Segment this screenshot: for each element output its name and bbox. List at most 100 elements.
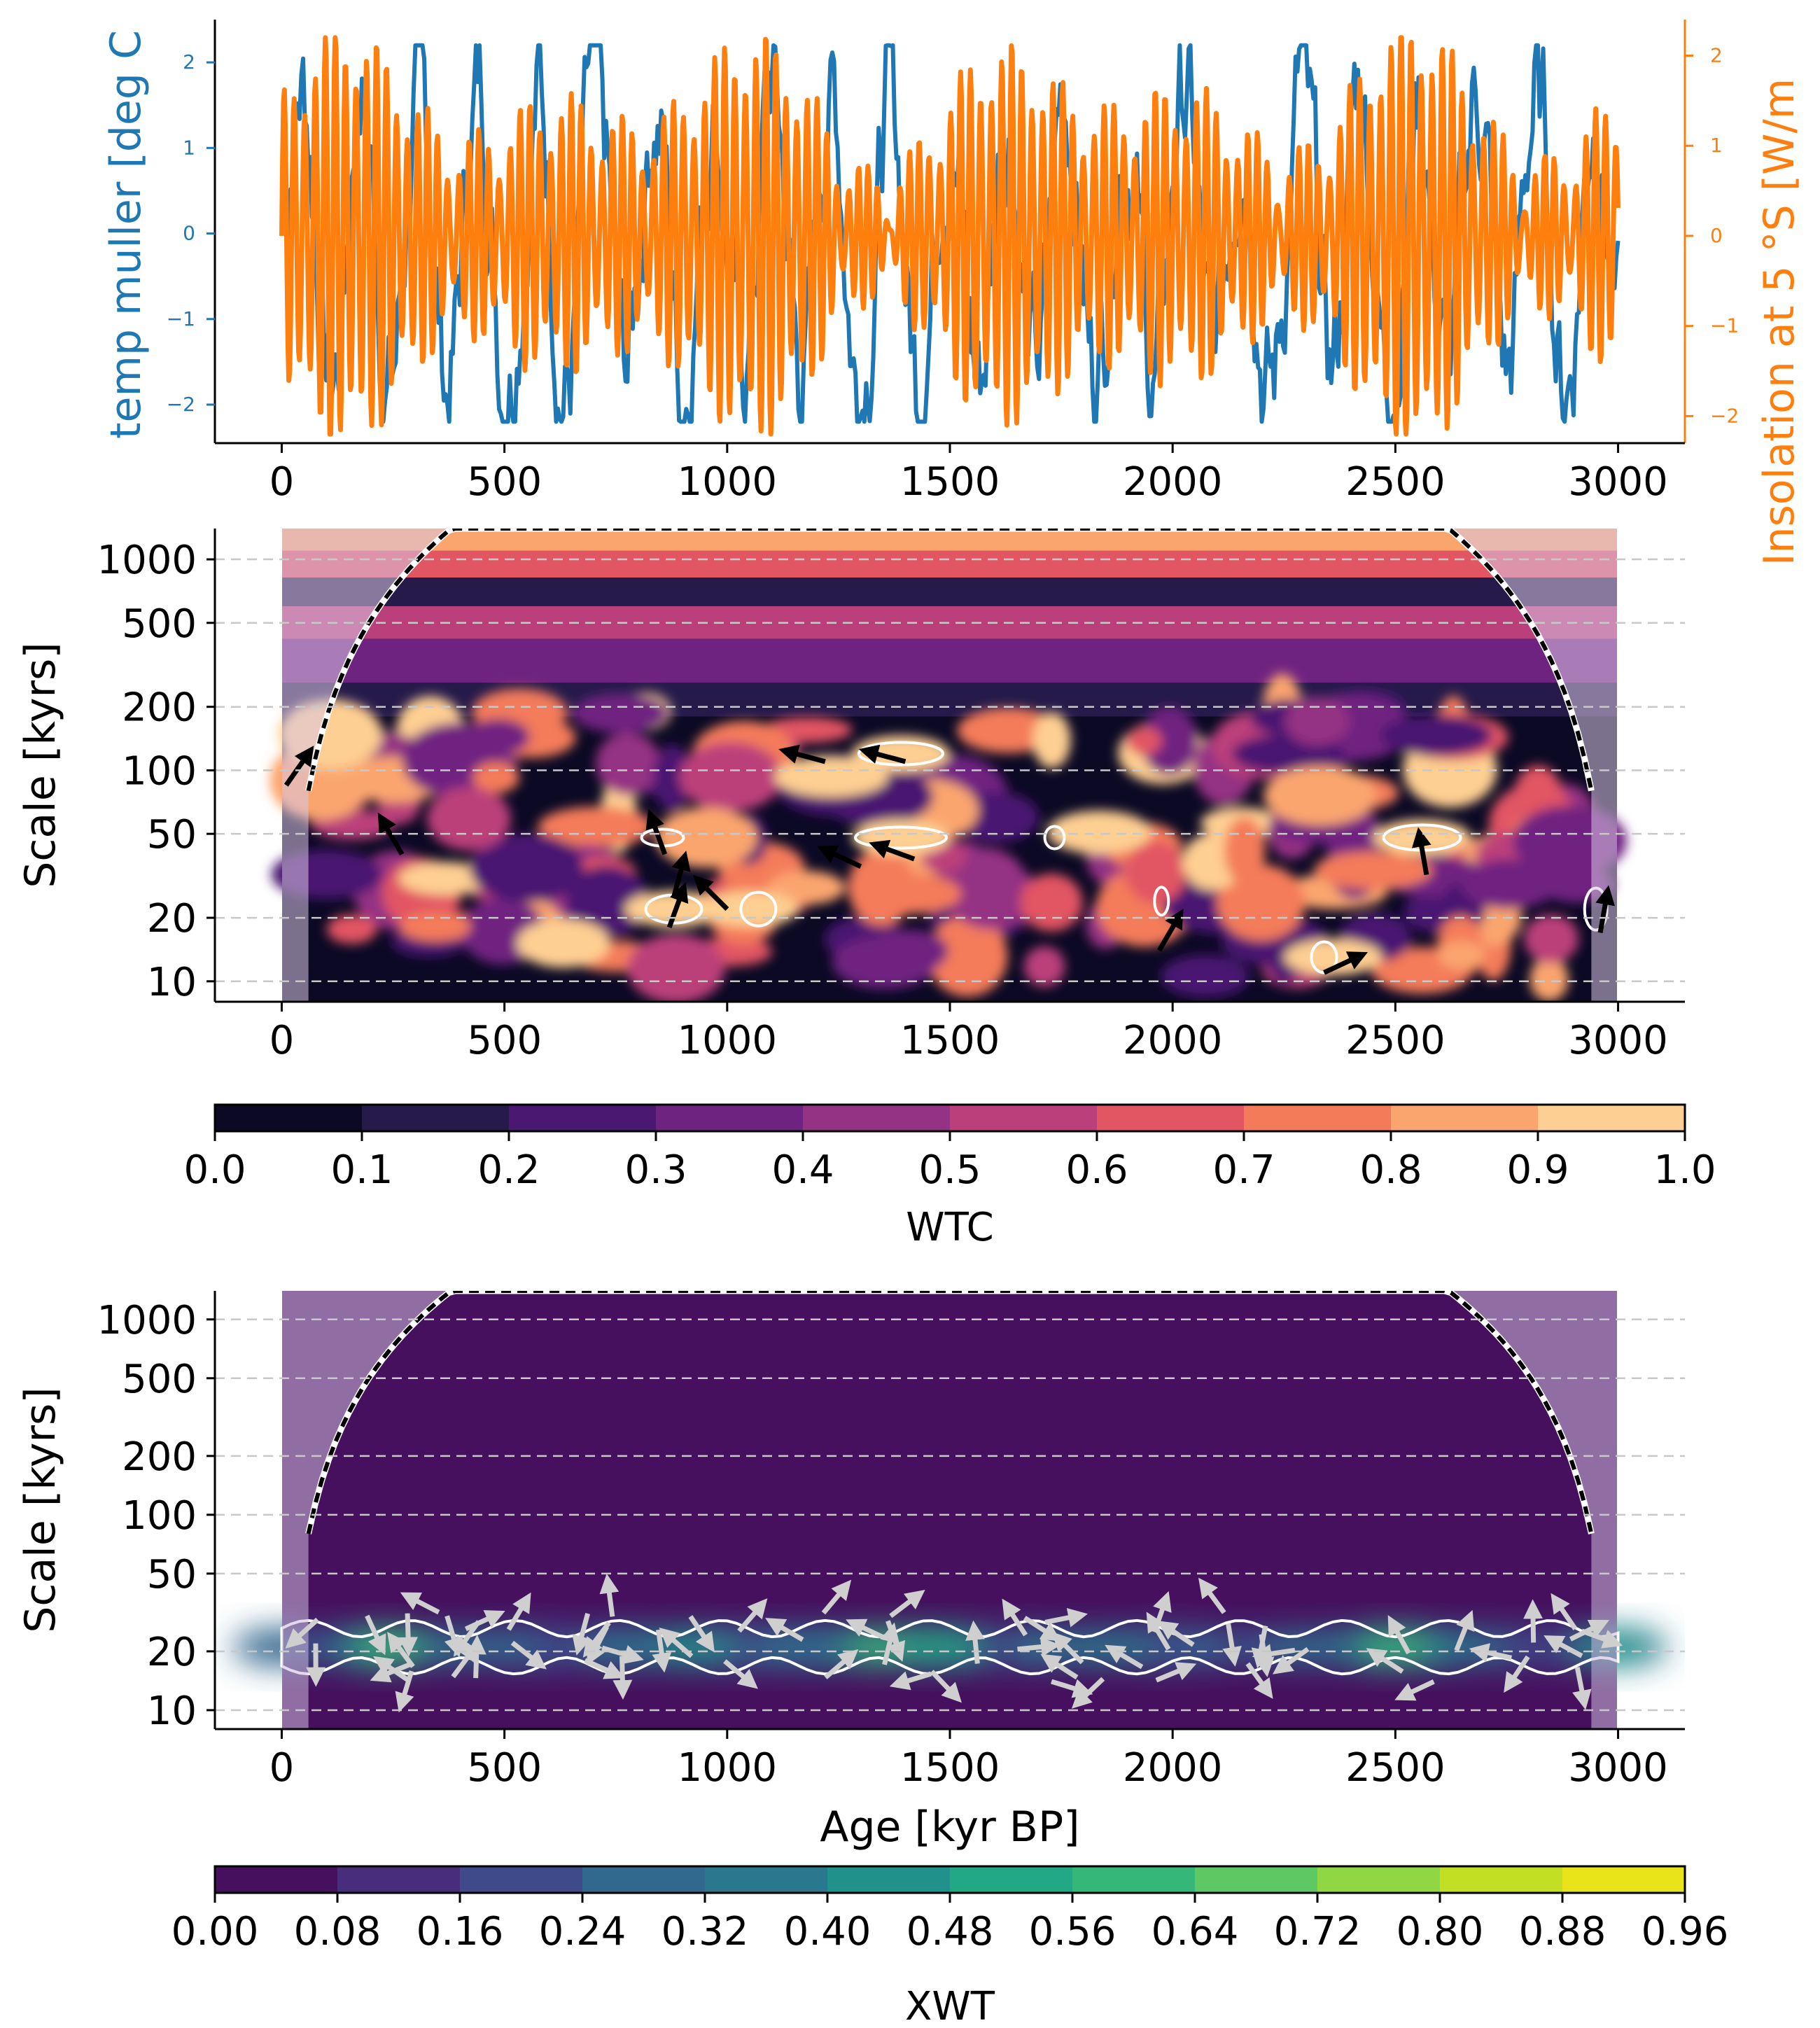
phase-arrow [1251, 1625, 1271, 1669]
colorbar-tick-label: 0.5 [918, 1147, 981, 1193]
right-y-axis-label: Insolation at 5 °S [W/m [1755, 78, 1804, 566]
wtc-patch [1224, 816, 1266, 885]
wtc-patch [469, 833, 584, 902]
wtc-patch [1125, 841, 1186, 904]
phase-arrow [1412, 827, 1432, 876]
phase-arrow [1157, 1621, 1195, 1647]
colorbar-segment [656, 1105, 804, 1131]
colorbar-segment [827, 1866, 951, 1893]
colorbar-tick-label: 0.0 [183, 1147, 246, 1193]
colorbar-tick-label: 0.9 [1506, 1147, 1569, 1193]
phase-arrow [737, 1598, 768, 1633]
y-tick-label: 10 [147, 960, 197, 1005]
phase-arrow [1105, 1644, 1144, 1670]
phase-arrow [1051, 1679, 1093, 1698]
middle-y-axis-label: Scale [kyrs] [16, 642, 65, 888]
phase-arrow [821, 1579, 852, 1615]
wtc-patch [517, 919, 610, 968]
phase-arrow [1017, 1637, 1061, 1657]
phase-arrow [765, 1618, 804, 1642]
x-tick-label: 0 [270, 1018, 295, 1063]
phase-arrow [1544, 1635, 1583, 1658]
phase-arrow [723, 1659, 758, 1689]
x-tick-label: 500 [467, 1018, 542, 1063]
colorbar-segment [509, 1105, 657, 1131]
y-tick-label: 20 [147, 896, 197, 942]
phase-arrow [1245, 1662, 1273, 1699]
phase-arrow [846, 1618, 886, 1641]
significance-contour [280, 1618, 1620, 1676]
colorbar-segment [1391, 1105, 1539, 1131]
wtc-patch [1530, 957, 1569, 1002]
right-y-tick-label: −1 [1710, 314, 1739, 337]
wtc-patch [398, 862, 491, 895]
wtc-patch [679, 742, 783, 812]
x-tick-label: 2500 [1345, 459, 1446, 505]
x-tick-label: 1000 [678, 1018, 778, 1063]
phase-arrow [584, 1658, 625, 1679]
phase-arrow [582, 1621, 611, 1658]
x-tick-label: 2500 [1345, 1745, 1446, 1791]
x-tick-label: 3000 [1568, 1018, 1668, 1063]
phase-arrow [1155, 1662, 1197, 1683]
wtc-patch [848, 848, 916, 926]
phase-arrow [612, 1656, 633, 1700]
colorbar-tick-label: 0.6 [1065, 1147, 1128, 1193]
colorbar-tick-label: 0.80 [1396, 1909, 1484, 1954]
wtc-patch [767, 870, 846, 905]
colorbar-segment [337, 1866, 461, 1893]
significance-contour [1310, 940, 1338, 974]
right-y-tick-label: 0 [1710, 224, 1723, 247]
phase-arrow [1323, 951, 1368, 975]
phase-arrow [284, 746, 314, 787]
wtc-patch [538, 806, 654, 847]
phase-arrow [1394, 1679, 1435, 1701]
colorbar-tick-label: 0.3 [624, 1147, 687, 1193]
colorbar-segment [1562, 1866, 1686, 1893]
phase-arrow [1040, 1653, 1079, 1680]
wtc-patch [1264, 766, 1377, 826]
phase-arrow [1550, 1593, 1578, 1630]
xwt-power-band [232, 1625, 1667, 1670]
y-tick-label: 100 [122, 748, 197, 794]
left-y-tick-label: 2 [183, 50, 195, 74]
insolation-line [279, 35, 1620, 437]
wtc-band [282, 550, 1617, 580]
phase-arrow [464, 1610, 505, 1632]
y-tick-label: 10 [147, 1688, 197, 1734]
wtc-high-coherence [852, 735, 950, 772]
phase-arrow [466, 1635, 486, 1679]
wtc-patch [566, 865, 649, 937]
colorbar-tick-label: 0.16 [416, 1909, 504, 1954]
wtc-patch [572, 693, 668, 733]
phase-arrow [889, 1589, 925, 1618]
colorbar-tick-label: 0.4 [771, 1147, 834, 1193]
wtc-patch [655, 807, 757, 868]
colorbar-tick-label: 0.56 [1029, 1909, 1116, 1954]
phase-arrow [824, 1649, 859, 1679]
x-tick-label: 2500 [1345, 1018, 1446, 1063]
wtc-patch [595, 732, 661, 795]
left-y-tick-label: −2 [167, 393, 195, 416]
colorbar-segment [803, 1105, 951, 1131]
phase-arrow [365, 1614, 386, 1656]
x-tick-label: 2000 [1123, 1018, 1223, 1063]
phase-arrow [1595, 885, 1615, 933]
phase-arrow [387, 1631, 415, 1668]
phase-arrow [930, 1670, 962, 1703]
wtc-band [282, 578, 1617, 606]
phase-arrow [506, 1592, 531, 1631]
wtc-patch [1032, 712, 1071, 769]
colorbar-tick-label: 0.96 [1642, 1909, 1729, 1954]
wtc-patch [627, 934, 725, 1002]
colorbar-segment [950, 1866, 1073, 1893]
wtc-colorbar-label: WTC [906, 1205, 993, 1250]
colorbar-tick-label: 0.64 [1152, 1909, 1239, 1954]
phase-arrow [889, 1671, 932, 1691]
colorbar-segment [1440, 1866, 1563, 1893]
phase-arrow [778, 744, 826, 764]
wtc-coherence-patches [270, 673, 1628, 1002]
phase-arrow [645, 809, 668, 855]
wtc-patch [1140, 706, 1198, 776]
